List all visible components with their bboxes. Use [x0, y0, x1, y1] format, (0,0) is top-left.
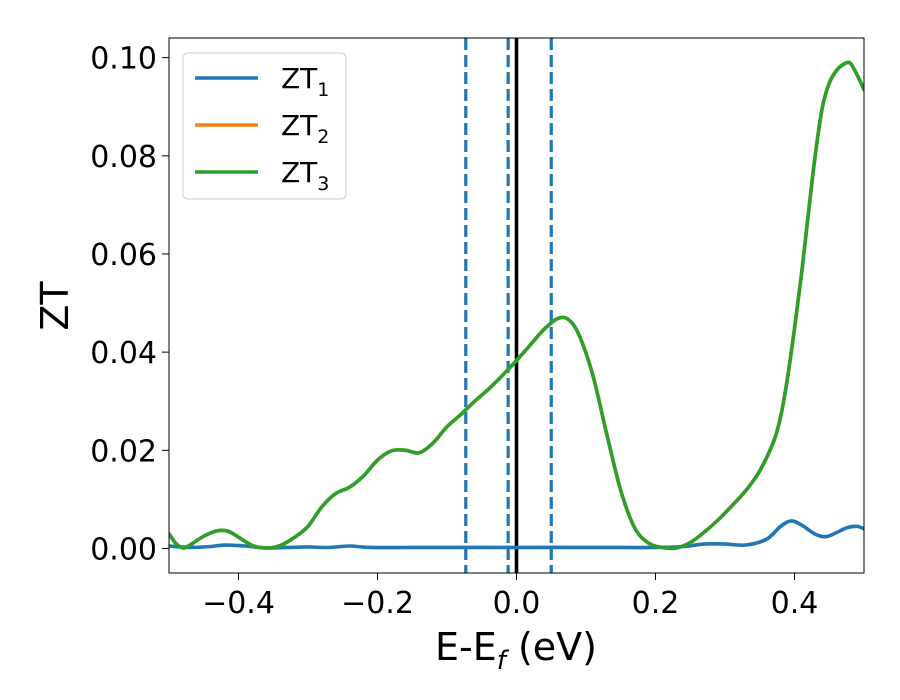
y-tick-label: 0.10 — [90, 42, 157, 77]
x-axis-label: E-Ef (eV) — [435, 625, 597, 676]
y-tick-label: 0.06 — [90, 238, 157, 273]
y-axis: 0.00 0.02 0.04 0.06 0.08 0.10 — [90, 42, 169, 567]
series-line-zt3 — [169, 60, 864, 551]
legend-box — [182, 52, 347, 200]
legend-label-zt3: ZT3 — [281, 156, 329, 195]
y-tick-label: 0.04 — [90, 336, 157, 371]
x-axis-label-unit: (eV) — [506, 625, 597, 669]
legend: ZT1 ZT2 ZT3 — [182, 52, 347, 200]
legend-label-zt2: ZT2 — [281, 109, 329, 148]
x-tick-label: −0.4 — [202, 586, 275, 621]
x-axis: −0.4 −0.2 0.0 0.2 0.4 — [202, 573, 818, 621]
y-tick-label: 0.00 — [90, 532, 157, 567]
reference-lines — [464, 38, 553, 573]
legend-label-zt1: ZT1 — [281, 62, 329, 101]
y-axis-label: ZT — [33, 281, 77, 331]
series-group — [169, 60, 864, 551]
x-tick-label: 0.2 — [632, 586, 680, 621]
y-tick-label: 0.08 — [90, 140, 157, 175]
x-tick-label: 0.4 — [771, 586, 819, 621]
y-tick-label: 0.02 — [90, 434, 157, 469]
x-tick-label: −0.2 — [341, 586, 414, 621]
x-tick-label: 0.0 — [493, 586, 541, 621]
